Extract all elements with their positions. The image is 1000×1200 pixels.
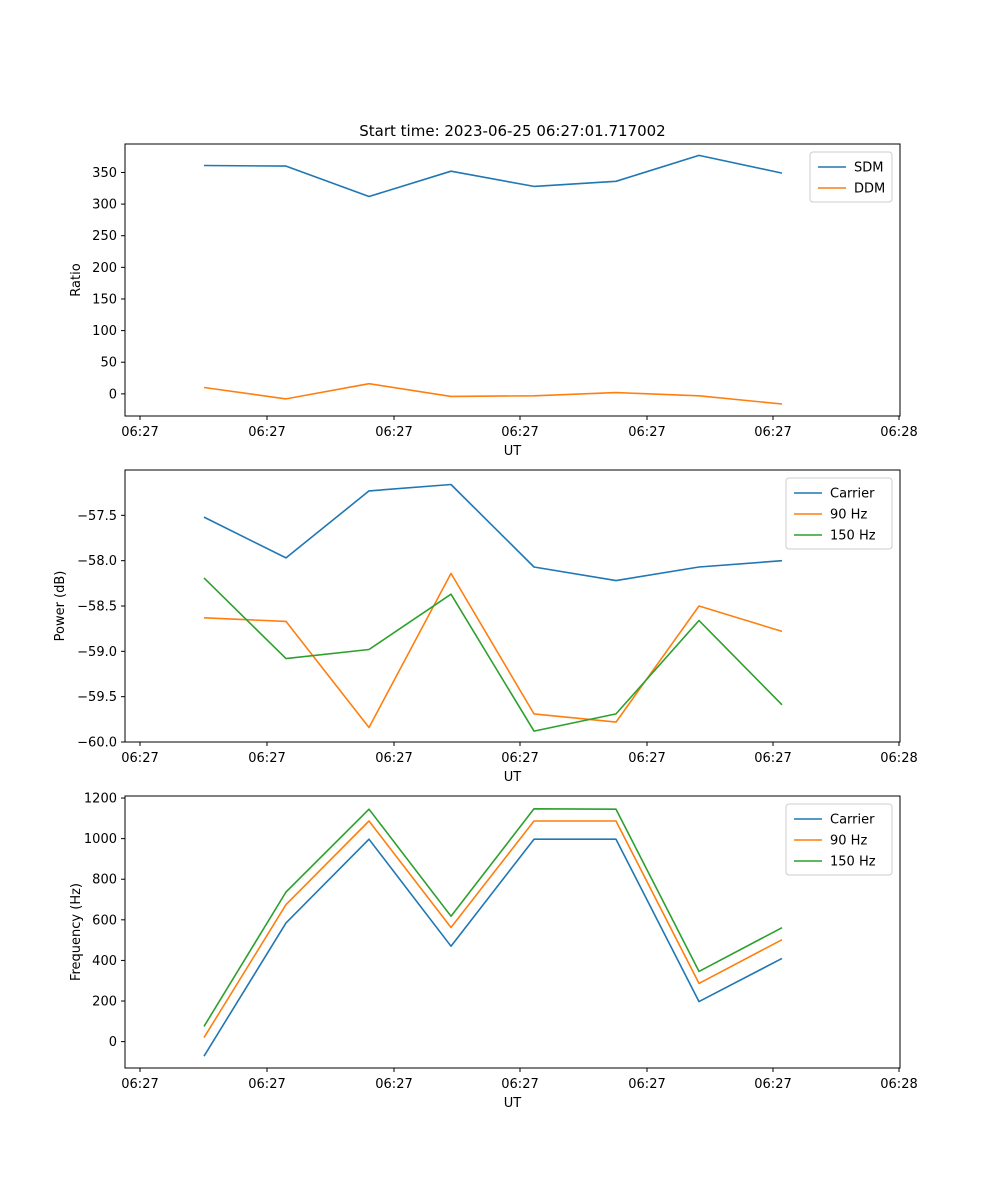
legend-label: DDM <box>854 182 885 197</box>
series-line-ddm <box>203 382 783 405</box>
x-tick-label: 06:27 <box>375 751 412 766</box>
legend-box <box>785 477 893 550</box>
plot-frame <box>124 143 901 417</box>
y-axis-label: Power (dB) <box>53 571 68 642</box>
chart-title: Start time: 2023-06-25 06:27:01.717002 <box>359 122 665 140</box>
legend-label: 90 Hz <box>830 834 867 849</box>
y-tick-label: 0 <box>109 387 117 402</box>
subplot-2: 06:27 06:27 06:27 06:27 06:27 06:27 06:28 −60.0… <box>53 469 918 785</box>
legend-label: 150 Hz <box>830 855 876 870</box>
y-tick-label: −60.0 <box>77 736 117 751</box>
legend: Carrier 90 Hz 150 Hz <box>785 477 893 550</box>
legend-box <box>809 151 893 203</box>
x-tick-label: 06:27 <box>754 751 791 766</box>
legend-label: SDM <box>854 161 883 176</box>
x-tick-label: 06:27 <box>375 1077 412 1092</box>
y-tick-label: 50 <box>100 356 117 371</box>
legend-label: 90 Hz <box>830 508 867 523</box>
series-line-carrier <box>203 838 783 1057</box>
x-axis-label: UT <box>504 770 522 785</box>
y-tick-label: 200 <box>92 995 117 1010</box>
legend-label: 150 Hz <box>830 529 876 544</box>
y-tick-label: −58.5 <box>77 600 117 615</box>
y-tick-label: 400 <box>92 954 117 969</box>
legend-label: Carrier <box>830 813 875 828</box>
series-line-150-hz <box>203 577 783 732</box>
legend-label: Carrier <box>830 487 875 502</box>
x-tick-label: 06:27 <box>628 1077 665 1092</box>
subplot-3: 06:27 06:27 06:27 06:27 06:27 06:27 06:28 0 200 4… <box>69 792 918 1111</box>
x-tick-label: 06:27 <box>754 1077 791 1092</box>
y-tick-label: 350 <box>92 166 117 181</box>
plot-frame <box>124 795 901 1069</box>
x-tick-label: 06:27 <box>628 425 665 440</box>
x-tick-label: 06:27 <box>375 425 412 440</box>
x-tick-label: 06:27 <box>248 425 285 440</box>
y-tick-label: 250 <box>92 229 117 244</box>
x-tick-label: 06:27 <box>121 425 158 440</box>
x-tick-label: 06:27 <box>501 1077 538 1092</box>
y-tick-label: 300 <box>92 198 117 213</box>
subplot-1: 06:27 06:27 06:27 06:27 06:27 06:27 06:28 0 50 10… <box>69 143 918 459</box>
x-tick-label: 06:28 <box>880 1077 917 1092</box>
x-tick-label: 06:27 <box>754 425 791 440</box>
x-axis-label: UT <box>504 444 522 459</box>
x-tick-label: 06:27 <box>121 751 158 766</box>
x-tick-label: 06:28 <box>880 425 917 440</box>
series-line-90-hz <box>203 820 783 1039</box>
plot-frame <box>124 469 901 743</box>
series-line-150-hz <box>203 807 783 1027</box>
legend-box <box>785 803 893 876</box>
y-tick-label: −58.0 <box>77 554 117 569</box>
y-tick-label: 800 <box>92 873 117 888</box>
series-line-sdm <box>203 154 783 198</box>
x-tick-label: 06:27 <box>628 751 665 766</box>
y-tick-label: −59.0 <box>77 645 117 660</box>
y-tick-label: 1000 <box>84 832 117 847</box>
y-tick-label: −59.5 <box>77 690 117 705</box>
y-tick-label: 150 <box>92 292 117 307</box>
y-tick-label: 0 <box>109 1035 117 1050</box>
series-line-carrier <box>203 483 783 582</box>
x-tick-label: 06:27 <box>501 751 538 766</box>
x-tick-label: 06:27 <box>248 1077 285 1092</box>
y-axis-label: Ratio <box>69 263 84 296</box>
x-tick-label: 06:27 <box>501 425 538 440</box>
x-tick-label: 06:27 <box>248 751 285 766</box>
legend: SDM DDM <box>809 151 893 203</box>
y-tick-label: 1200 <box>84 792 117 807</box>
x-axis-label: UT <box>504 1096 522 1111</box>
x-tick-label: 06:27 <box>121 1077 158 1092</box>
y-tick-label: 200 <box>92 261 117 276</box>
y-tick-label: 100 <box>92 324 117 339</box>
y-axis-label: Frequency (Hz) <box>69 883 84 981</box>
legend: Carrier 90 Hz 150 Hz <box>785 803 893 876</box>
x-tick-label: 06:28 <box>880 751 917 766</box>
y-tick-label: −57.5 <box>77 509 117 524</box>
series-line-90-hz <box>203 572 783 729</box>
y-tick-label: 600 <box>92 913 117 928</box>
